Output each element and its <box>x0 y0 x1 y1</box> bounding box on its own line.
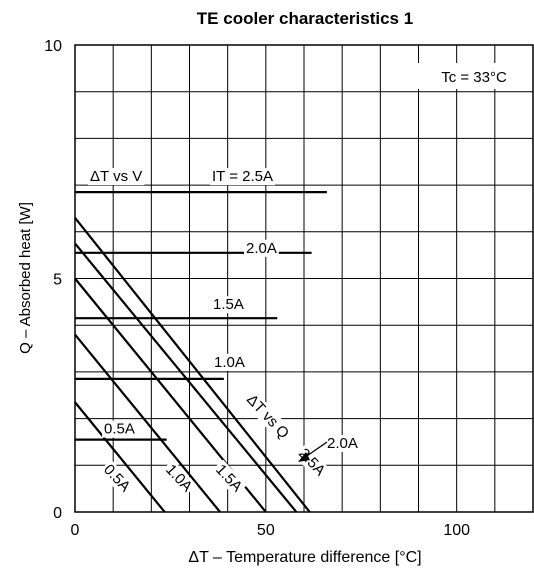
x-tick-label: 50 <box>257 522 275 539</box>
series-label-horizontal: 2.0A <box>246 240 277 257</box>
series-labels: ΔT vs V IT = 2.5A2.0A1.5A1.0A0.5A ΔT vs Q0… <box>88 168 360 497</box>
y-tick-label: 0 <box>53 505 62 522</box>
label-background <box>293 443 330 481</box>
series-label-callout: 2.0A <box>327 435 358 452</box>
label-background <box>160 459 197 497</box>
label-background <box>241 389 294 444</box>
label-background <box>88 168 145 186</box>
series-lines <box>74 191 327 513</box>
series-label-horizontal: 0.5A <box>104 421 135 438</box>
label-background <box>244 239 279 257</box>
dt-vs-q-group-label: ΔT vs Q <box>243 391 292 442</box>
label-background <box>210 459 247 497</box>
x-axis-label: ΔT – Temperature difference [°C] <box>188 549 421 566</box>
grid <box>75 45 533 512</box>
callout-arrowhead <box>298 452 310 462</box>
label-background <box>102 420 137 438</box>
y-tick-label: 10 <box>44 38 62 55</box>
callout-arrow <box>303 441 328 459</box>
y-tick-label: 5 <box>53 272 62 289</box>
condition-label: Tc = 33°C <box>441 69 507 86</box>
label-background <box>212 353 247 371</box>
series-label-horizontal: 1.0A <box>214 354 245 371</box>
dt-vs-q-line <box>74 217 311 513</box>
dt-vs-v-group-label: ΔT vs V <box>90 168 142 185</box>
series-label-horizontal: IT = 2.5A <box>212 168 273 185</box>
y-axis-label: Q – Absorbed heat [W] <box>17 202 34 354</box>
dt-vs-q-line <box>74 401 166 513</box>
condition-box: Tc = 33°C <box>418 63 532 89</box>
label-background <box>325 435 360 452</box>
dt-vs-q-line <box>74 333 221 513</box>
label-background <box>98 459 135 497</box>
x-tick-label: 100 <box>443 522 470 539</box>
plot-frame <box>74 44 534 513</box>
series-label-horizontal: 1.5A <box>213 296 244 313</box>
label-background <box>211 296 246 314</box>
axis-ticks: 0 50 100 0 5 10 <box>44 38 470 539</box>
label-background <box>210 168 276 186</box>
chart-title: TE cooler characteristics 1 <box>197 9 413 28</box>
dt-vs-q-line <box>74 242 298 513</box>
x-tick-label: 0 <box>71 522 80 539</box>
